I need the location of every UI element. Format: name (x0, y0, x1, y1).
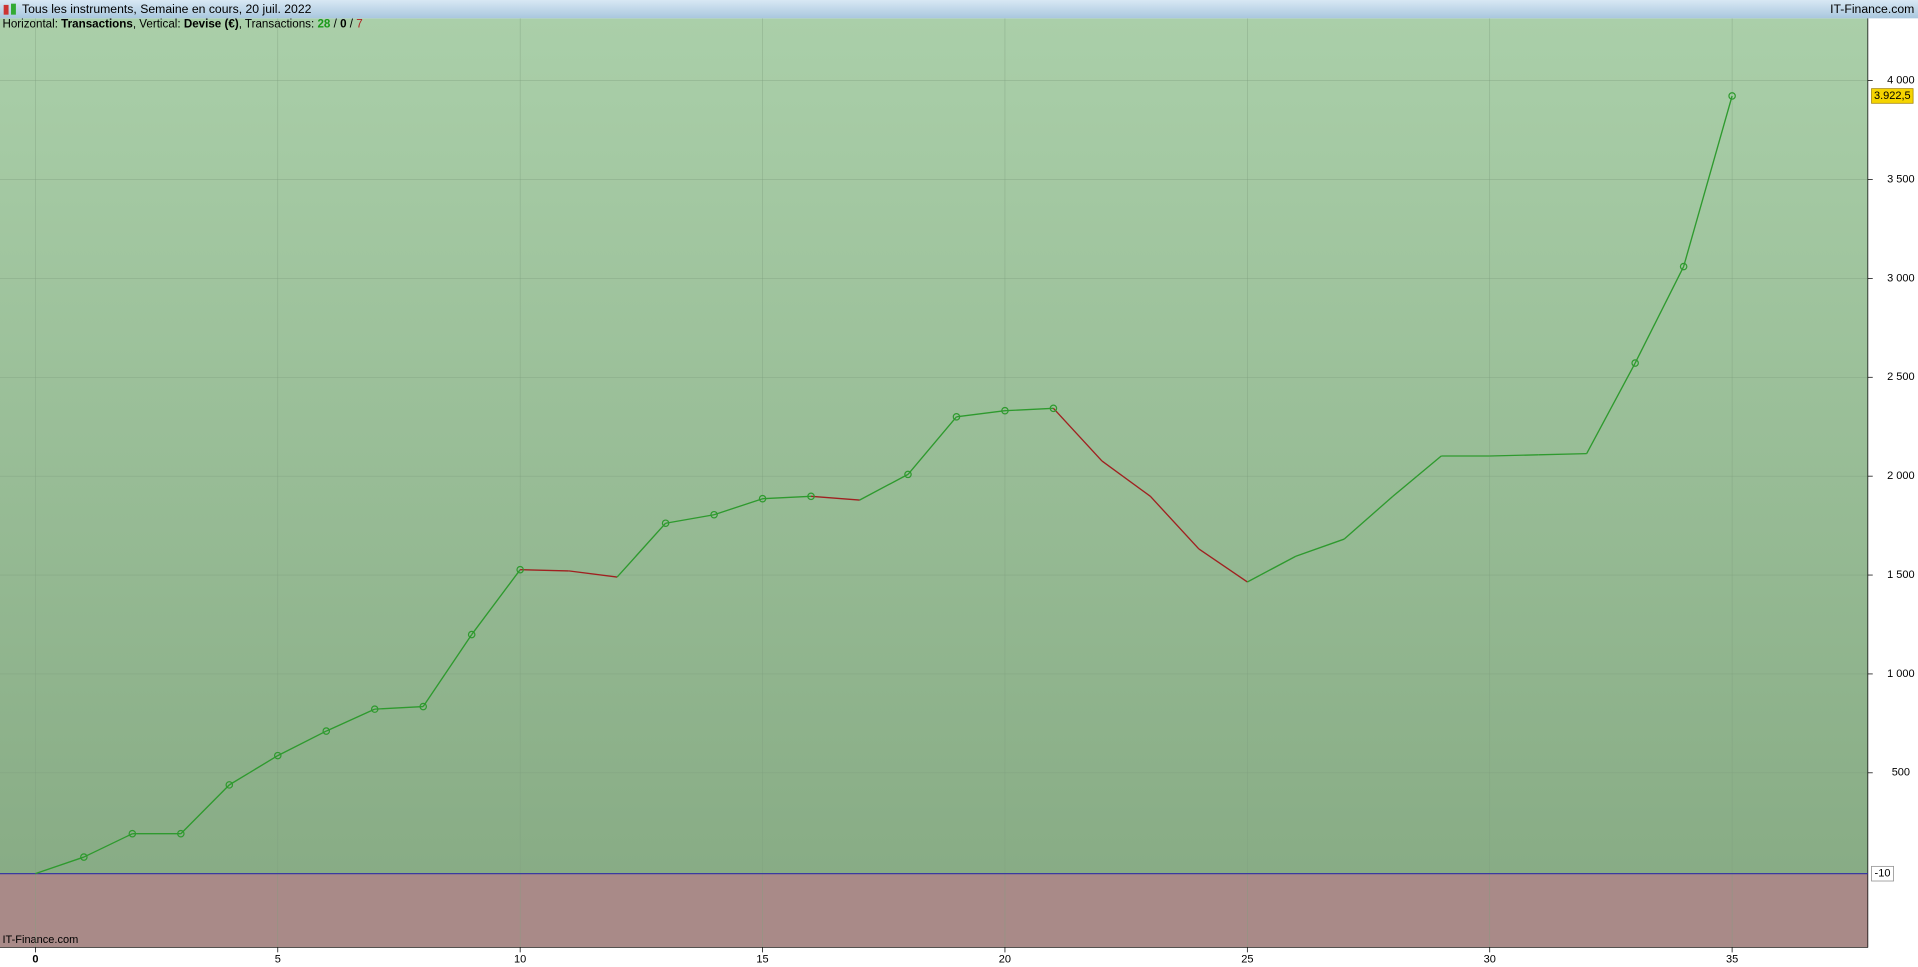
point (758, 494, 767, 503)
even: 0 (340, 18, 346, 31)
line-segment (568, 570, 618, 578)
line-segment (616, 522, 667, 578)
y-tick-label: 3 000 (1887, 272, 1915, 284)
baseline-label-box (1871, 865, 1894, 882)
point (370, 705, 379, 713)
point (710, 510, 718, 519)
line-segment (228, 755, 279, 786)
line-segment (1004, 407, 1054, 412)
subtitle: Horizontal: Transactions, Vertical: Devi… (2, 18, 362, 31)
line-segment (422, 634, 473, 707)
y-tick-label: 4 000 (1887, 75, 1915, 87)
y-tick-label: 2 000 (1887, 470, 1915, 482)
line-segment (859, 473, 909, 501)
point (1049, 404, 1058, 413)
point (807, 492, 815, 501)
line-segment (1247, 555, 1297, 583)
x-tick-label: 30 (1484, 954, 1496, 966)
line-segment (956, 410, 1006, 418)
text: Devise (€) (184, 18, 239, 31)
negative-zone (0, 873, 1868, 948)
line-segment (1538, 452, 1587, 456)
line-segment (520, 569, 569, 572)
y-tick-label: 1 000 (1887, 668, 1915, 680)
y-tick-label: 3 500 (1887, 173, 1915, 185)
line-segment (713, 498, 763, 516)
plot-background (0, 18, 1868, 948)
point (1001, 406, 1009, 415)
point (952, 413, 961, 421)
watermark: IT-Finance.com (2, 934, 78, 946)
text: / (347, 18, 357, 31)
line-segment (180, 784, 230, 835)
point (225, 781, 234, 789)
y-tick-label: 2 500 (1887, 371, 1915, 383)
line-segment (1682, 95, 1733, 267)
window-title: Tous les instruments, Semaine en cours, … (22, 2, 312, 16)
point (1728, 92, 1736, 100)
x-tick-label: 15 (756, 954, 768, 966)
point (419, 702, 428, 711)
x-tick-label: 20 (999, 954, 1011, 966)
value-label: 3.922,5 (1874, 90, 1911, 102)
x-tick-label: 10 (514, 954, 526, 966)
line-segment (1101, 460, 1151, 497)
x-tick-label: 0 (32, 954, 38, 966)
text: / (330, 18, 340, 31)
point (1631, 359, 1639, 367)
point (516, 565, 524, 574)
x-tick-label: 5 (275, 954, 281, 966)
line-segment (1634, 266, 1685, 364)
point (177, 829, 185, 838)
text: , Vertical: (133, 18, 184, 31)
line-segment (810, 495, 860, 501)
point (467, 630, 476, 639)
wins: 28 (317, 18, 330, 31)
line-segment (35, 856, 85, 875)
line-segment (1489, 454, 1539, 457)
point (661, 519, 670, 528)
line-segment (277, 730, 327, 757)
y-tick-label: 1 500 (1887, 569, 1915, 581)
point (322, 727, 331, 735)
x-tick-label: 35 (1726, 954, 1738, 966)
line-segment (1586, 362, 1636, 454)
line-segment (1295, 538, 1345, 557)
line-segment (665, 514, 715, 524)
icon (3, 4, 9, 15)
brand: IT-Finance.com (1830, 2, 1914, 16)
y-tick-label: 500 (1892, 767, 1910, 779)
line-segment (762, 495, 812, 500)
title-bar (0, 0, 1918, 19)
line-segment (325, 708, 376, 732)
losses: 7 (356, 18, 362, 31)
text: Transactions (61, 18, 133, 31)
point (273, 751, 282, 760)
line-segment (1052, 407, 1103, 462)
line-segment (471, 569, 521, 635)
line-segment (83, 833, 133, 858)
line-segment (1198, 548, 1248, 583)
point (1679, 262, 1688, 271)
line-segment (1149, 495, 1200, 550)
line-segment (374, 705, 424, 710)
icon (11, 3, 16, 15)
line-segment (1343, 495, 1394, 540)
point (80, 853, 88, 861)
line-segment (907, 416, 957, 475)
point (904, 470, 912, 479)
value-label-box (1871, 88, 1914, 104)
line-segment (1392, 455, 1442, 497)
baseline-label: -10 (1875, 868, 1891, 880)
text: Horizontal: (2, 18, 61, 31)
x-tick-label: 25 (1241, 954, 1253, 966)
point (128, 829, 137, 838)
